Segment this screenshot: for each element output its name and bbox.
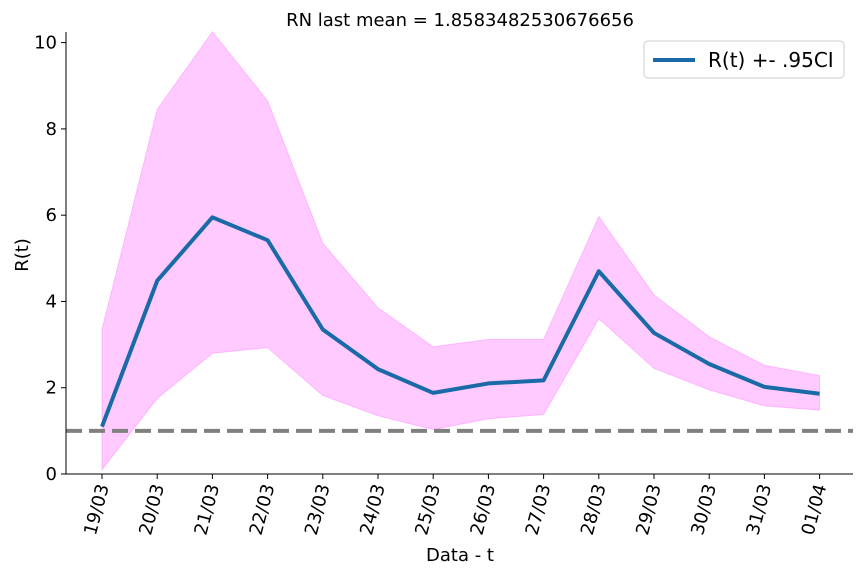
legend-box (643, 40, 845, 79)
x-tick-label: 24/03 (356, 482, 390, 538)
x-tick-label: 22/03 (246, 482, 280, 538)
y-tick-label: 2 (46, 378, 57, 399)
legend-label: R(t) +- .95CI (708, 48, 834, 72)
y-axis-title: R(t) (12, 238, 33, 272)
x-tick-label: 30/03 (687, 482, 721, 538)
x-tick-label: 23/03 (301, 482, 335, 538)
x-tick-label: 26/03 (467, 482, 501, 538)
chart-title: RN last mean = 1.8583482530676656 (286, 10, 634, 31)
x-tick-label: 01/04 (798, 482, 832, 538)
x-tick-label: 28/03 (577, 482, 611, 538)
x-axis-title: Data - t (426, 545, 494, 566)
x-tick-label: 29/03 (632, 482, 666, 538)
x-tick-label: 21/03 (191, 482, 225, 538)
y-tick-label: 6 (46, 205, 57, 226)
x-tick-label: 27/03 (522, 482, 556, 538)
y-tick-label: 4 (46, 291, 57, 312)
series-line (100, 215, 820, 428)
plot-area: 0 2 4 6 8 10 19/03 20/03 21/03 22/03 23/03 24/03 25/… (34, 31, 853, 538)
x-tick-label: 20/03 (135, 482, 169, 538)
legend: R(t) +- .95CI (643, 40, 845, 79)
y-tick-label: 10 (34, 33, 57, 54)
x-tick-label: 19/03 (80, 482, 114, 538)
y-tick-label: 8 (46, 119, 57, 140)
ci-band (101, 31, 821, 472)
x-tick-label: 25/03 (411, 482, 445, 538)
x-tick-label: 31/03 (743, 482, 777, 538)
y-tick-label: 0 (46, 464, 57, 485)
